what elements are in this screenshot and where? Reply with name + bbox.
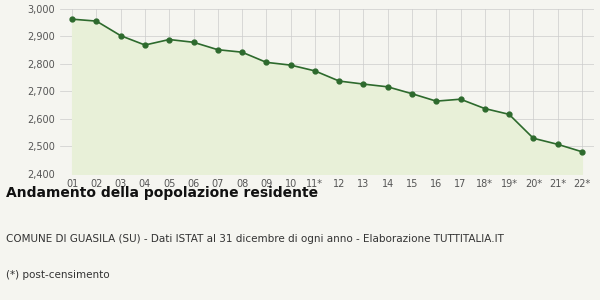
Text: Andamento della popolazione residente: Andamento della popolazione residente bbox=[6, 186, 318, 200]
Text: COMUNE DI GUASILA (SU) - Dati ISTAT al 31 dicembre di ogni anno - Elaborazione T: COMUNE DI GUASILA (SU) - Dati ISTAT al 3… bbox=[6, 234, 504, 244]
Text: (*) post-censimento: (*) post-censimento bbox=[6, 270, 110, 280]
